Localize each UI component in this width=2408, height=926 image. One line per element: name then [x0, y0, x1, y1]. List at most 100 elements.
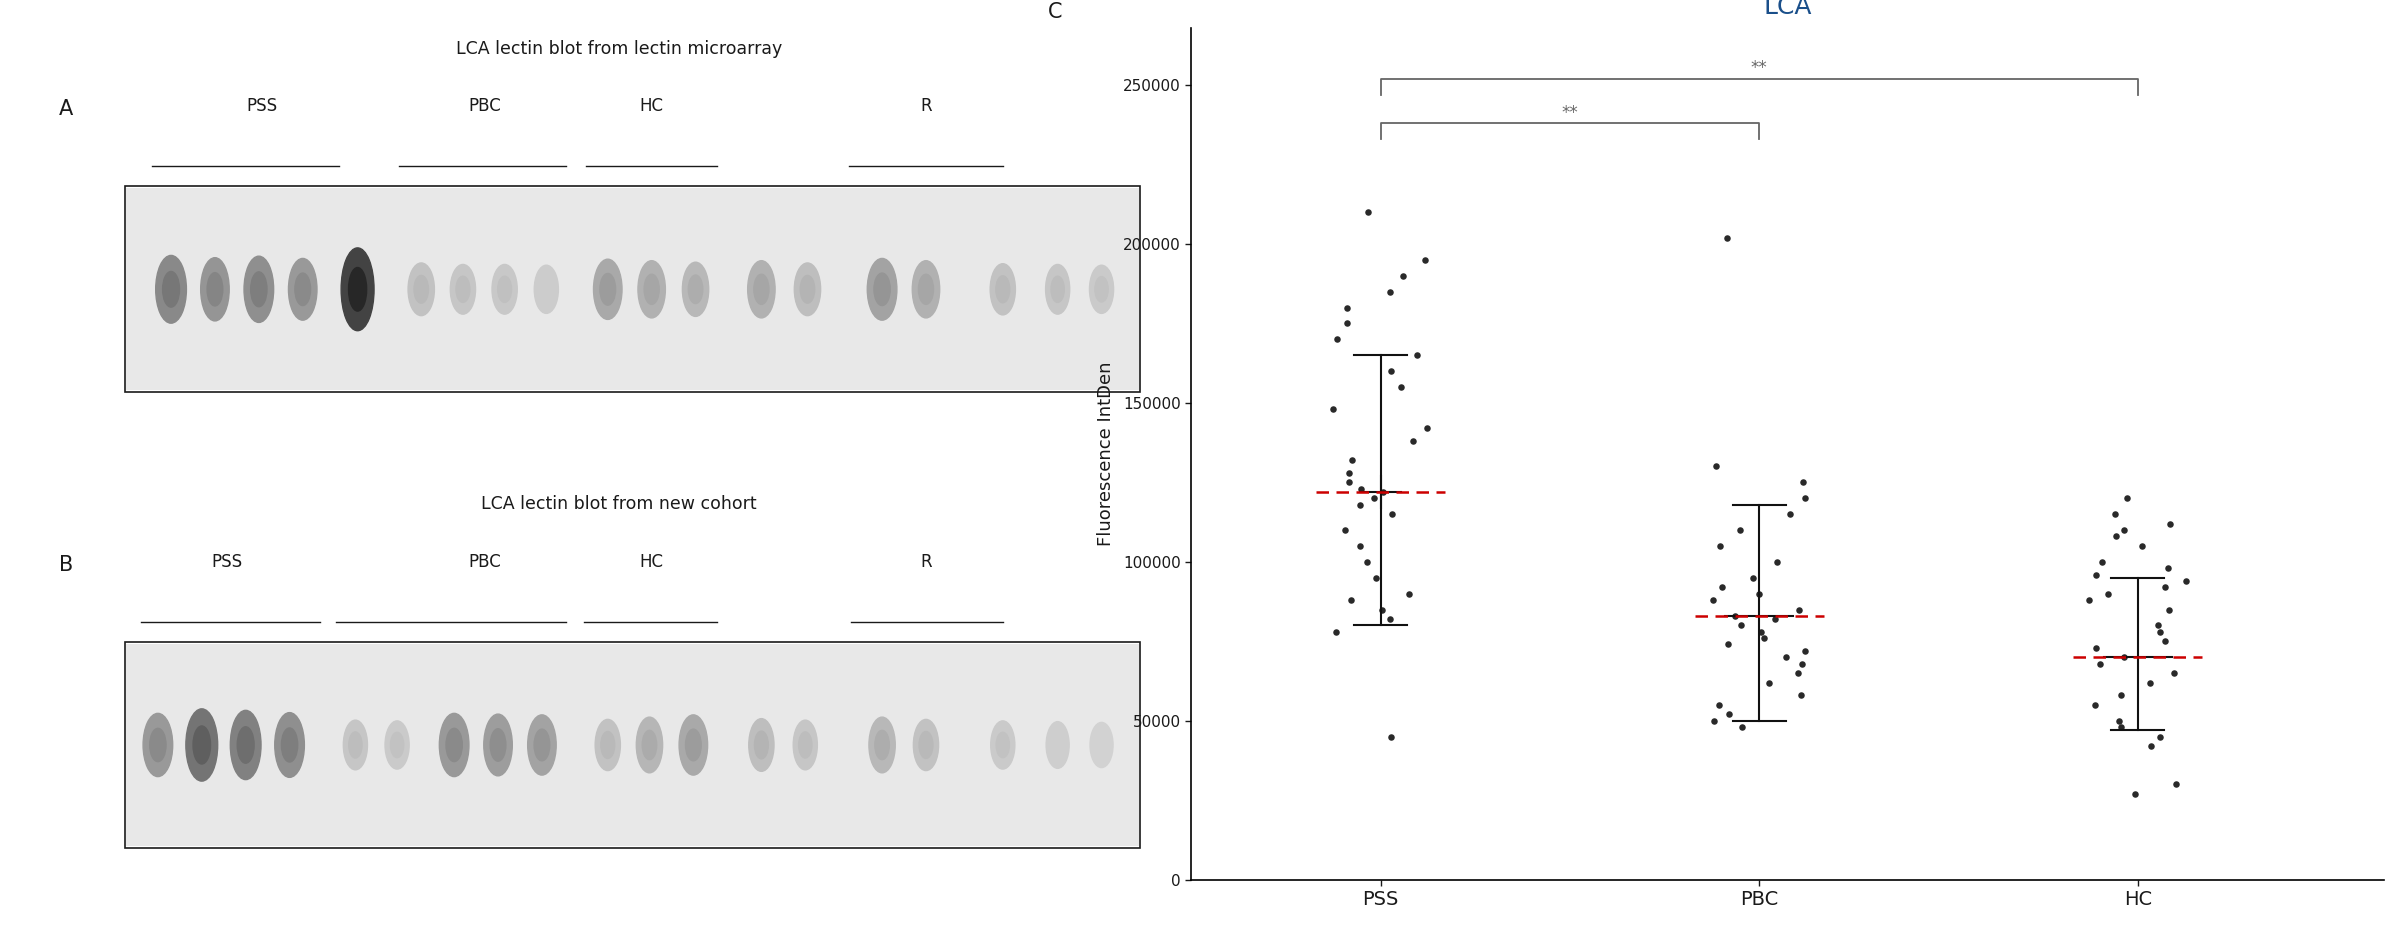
Ellipse shape — [799, 275, 814, 303]
Ellipse shape — [592, 259, 621, 319]
Point — [1787, 491, 1825, 506]
Point — [1341, 497, 1380, 512]
Point — [1739, 586, 1777, 601]
Point — [1389, 586, 1428, 601]
Ellipse shape — [243, 257, 275, 322]
Point — [1710, 707, 1748, 721]
Point — [2095, 507, 2133, 521]
Point — [2141, 730, 2179, 745]
Point — [1710, 637, 1748, 652]
Point — [2105, 522, 2143, 537]
Ellipse shape — [920, 732, 932, 758]
Ellipse shape — [238, 727, 255, 763]
Point — [1370, 364, 1409, 379]
Text: HC: HC — [641, 97, 665, 115]
Ellipse shape — [867, 258, 896, 320]
Point — [2146, 634, 2184, 649]
Point — [2148, 561, 2186, 576]
Ellipse shape — [595, 720, 621, 770]
Point — [1700, 697, 1739, 712]
Point — [1332, 593, 1370, 607]
Ellipse shape — [157, 256, 185, 323]
Ellipse shape — [407, 263, 433, 316]
Ellipse shape — [997, 732, 1009, 757]
Ellipse shape — [164, 271, 181, 307]
Ellipse shape — [638, 261, 665, 318]
Text: PBC: PBC — [470, 553, 501, 570]
Ellipse shape — [795, 263, 821, 316]
Ellipse shape — [349, 732, 361, 758]
Point — [1702, 580, 1741, 594]
Point — [2146, 580, 2184, 594]
Point — [1373, 507, 1411, 521]
Ellipse shape — [913, 720, 939, 770]
Point — [1397, 348, 1435, 363]
Point — [2131, 675, 2170, 690]
Point — [1317, 332, 1356, 346]
Point — [1315, 402, 1353, 417]
Ellipse shape — [1088, 265, 1112, 313]
Ellipse shape — [142, 713, 173, 777]
Text: LCA lectin blot from lectin microarray: LCA lectin blot from lectin microarray — [455, 40, 783, 57]
Point — [1755, 612, 1794, 627]
Point — [2138, 618, 2177, 632]
Ellipse shape — [455, 276, 470, 303]
Point — [1758, 555, 1796, 569]
Point — [1348, 555, 1387, 569]
Text: LCA lectin blot from new cohort: LCA lectin blot from new cohort — [482, 495, 756, 513]
Ellipse shape — [686, 729, 701, 761]
Point — [1327, 300, 1365, 315]
Point — [1363, 484, 1401, 499]
Point — [2124, 539, 2162, 554]
Ellipse shape — [990, 264, 1016, 315]
Ellipse shape — [498, 276, 510, 303]
Point — [1722, 618, 1760, 632]
Ellipse shape — [990, 720, 1014, 770]
Ellipse shape — [792, 720, 816, 770]
Point — [1356, 491, 1394, 506]
Ellipse shape — [535, 729, 549, 761]
Ellipse shape — [289, 258, 318, 320]
Point — [2076, 640, 2114, 655]
Ellipse shape — [602, 732, 614, 758]
Point — [1341, 482, 1380, 496]
Ellipse shape — [749, 719, 773, 771]
Point — [2105, 650, 2143, 665]
Ellipse shape — [491, 265, 518, 314]
Point — [1780, 666, 1818, 681]
Bar — [125, 188, 1139, 391]
Point — [2076, 567, 2114, 582]
Ellipse shape — [414, 275, 429, 303]
Text: R: R — [920, 97, 932, 115]
Ellipse shape — [275, 713, 303, 777]
Point — [1385, 269, 1423, 283]
Ellipse shape — [1091, 722, 1112, 768]
Ellipse shape — [445, 729, 462, 761]
Point — [2102, 688, 2141, 703]
Point — [1327, 522, 1365, 537]
Ellipse shape — [913, 261, 939, 318]
Text: A: A — [60, 99, 72, 119]
Ellipse shape — [1050, 276, 1064, 303]
Point — [2150, 517, 2189, 532]
Point — [1363, 602, 1401, 617]
Point — [1741, 624, 1780, 639]
Point — [1722, 720, 1760, 734]
Point — [2088, 586, 2126, 601]
Ellipse shape — [250, 272, 267, 307]
Point — [1373, 730, 1411, 745]
Point — [2081, 657, 2119, 671]
Ellipse shape — [746, 261, 775, 318]
Point — [1698, 459, 1736, 474]
Point — [1722, 522, 1760, 537]
Point — [1734, 570, 1772, 585]
Ellipse shape — [535, 265, 559, 313]
Point — [1767, 650, 1806, 665]
Ellipse shape — [342, 248, 373, 331]
Point — [1348, 205, 1387, 219]
Point — [2117, 786, 2155, 801]
Point — [2141, 624, 2179, 639]
Point — [2167, 573, 2206, 588]
Point — [1707, 231, 1746, 245]
Text: **: ** — [1560, 104, 1577, 121]
